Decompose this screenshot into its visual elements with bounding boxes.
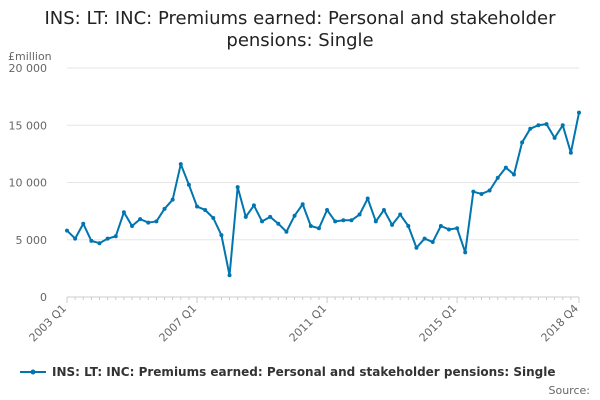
data-point[interactable] [186, 182, 191, 187]
y-axis-unit-label: £million [8, 50, 52, 63]
x-tick-label: 2007 Q1 [157, 302, 200, 345]
legend-label: INS: LT: INC: Premiums earned: Personal … [52, 365, 555, 379]
data-point[interactable] [235, 185, 240, 190]
chart-title-line-2: pensions: Single [226, 30, 373, 51]
data-point[interactable] [203, 207, 208, 212]
data-point[interactable] [544, 122, 549, 127]
data-point[interactable] [65, 228, 69, 233]
data-point[interactable] [455, 226, 460, 231]
data-point[interactable] [430, 240, 435, 245]
y-tick-label: 0 [40, 291, 47, 304]
data-point[interactable] [406, 224, 411, 229]
data-point[interactable] [520, 140, 525, 145]
x-tick-label: 2003 Q1 [27, 302, 70, 345]
data-point[interactable] [105, 236, 110, 241]
data-point[interactable] [390, 222, 395, 227]
y-axis-ticks: 0 5 000 10 000 15 000 20 000 [9, 62, 48, 304]
y-tick-label: 20 000 [9, 62, 48, 75]
data-point[interactable] [81, 221, 86, 226]
data-point[interactable] [316, 226, 321, 231]
chart-title-line-1: INS: LT: INC: Premiums earned: Personal … [44, 8, 556, 29]
x-tick-label: 2018 Q4 [539, 302, 582, 345]
series-group [65, 110, 581, 278]
data-point[interactable] [471, 189, 476, 194]
data-point[interactable] [276, 221, 281, 226]
data-point[interactable] [495, 175, 500, 180]
data-point[interactable] [211, 216, 216, 220]
data-point[interactable] [121, 210, 126, 215]
data-point[interactable] [138, 217, 143, 222]
data-point[interactable] [536, 123, 541, 128]
y-tick-label: 15 000 [9, 119, 48, 132]
data-point[interactable] [195, 204, 200, 209]
data-point[interactable] [308, 224, 313, 229]
y-tick-label: 5 000 [16, 234, 48, 247]
data-point[interactable] [381, 207, 386, 212]
data-point[interactable] [268, 214, 273, 219]
data-point[interactable] [487, 188, 492, 193]
series-line [66, 112, 580, 277]
data-point[interactable] [373, 219, 378, 224]
data-point[interactable] [398, 212, 403, 217]
gridlines [67, 67, 579, 298]
data-point[interactable] [178, 162, 183, 167]
data-point[interactable] [365, 196, 370, 201]
data-point[interactable] [341, 218, 346, 223]
data-point[interactable] [113, 234, 118, 239]
data-point[interactable] [97, 241, 102, 246]
data-point[interactable] [73, 236, 78, 241]
data-point[interactable] [284, 229, 289, 234]
data-point[interactable] [292, 213, 297, 218]
data-point[interactable] [170, 197, 175, 202]
data-point[interactable] [357, 212, 362, 217]
data-point[interactable] [300, 202, 305, 207]
legend-marker-icon [30, 369, 36, 375]
y-tick-label: 10 000 [9, 177, 48, 190]
data-point[interactable] [503, 165, 508, 170]
data-point[interactable] [438, 224, 443, 229]
data-point[interactable] [227, 273, 232, 278]
data-point[interactable] [333, 219, 338, 224]
data-point[interactable] [162, 206, 167, 211]
data-point[interactable] [243, 214, 248, 219]
data-point[interactable] [146, 220, 151, 225]
data-point[interactable] [219, 233, 224, 238]
data-point[interactable] [446, 227, 451, 232]
data-point[interactable] [511, 172, 516, 177]
data-point[interactable] [349, 218, 354, 223]
data-point[interactable] [154, 219, 159, 224]
data-point[interactable] [89, 238, 94, 243]
data-point[interactable] [577, 110, 581, 115]
data-point[interactable] [260, 219, 265, 224]
data-point[interactable] [560, 123, 565, 128]
legend[interactable]: INS: LT: INC: Premiums earned: Personal … [20, 365, 555, 379]
data-point[interactable] [414, 245, 419, 250]
data-point[interactable] [479, 191, 484, 196]
x-tick-label: 2015 Q1 [417, 302, 460, 345]
data-point[interactable] [325, 207, 330, 212]
data-point[interactable] [568, 150, 573, 155]
data-point[interactable] [552, 135, 557, 140]
data-point[interactable] [528, 126, 533, 131]
source-label: Source: [549, 384, 591, 397]
x-axis: 2003 Q1 2007 Q1 2011 Q1 2015 Q1 2018 Q4 [27, 296, 582, 345]
data-point[interactable] [130, 224, 135, 229]
x-tick-label: 2011 Q1 [287, 302, 330, 345]
data-point[interactable] [251, 203, 256, 208]
data-point[interactable] [463, 250, 468, 255]
data-point[interactable] [422, 236, 427, 241]
